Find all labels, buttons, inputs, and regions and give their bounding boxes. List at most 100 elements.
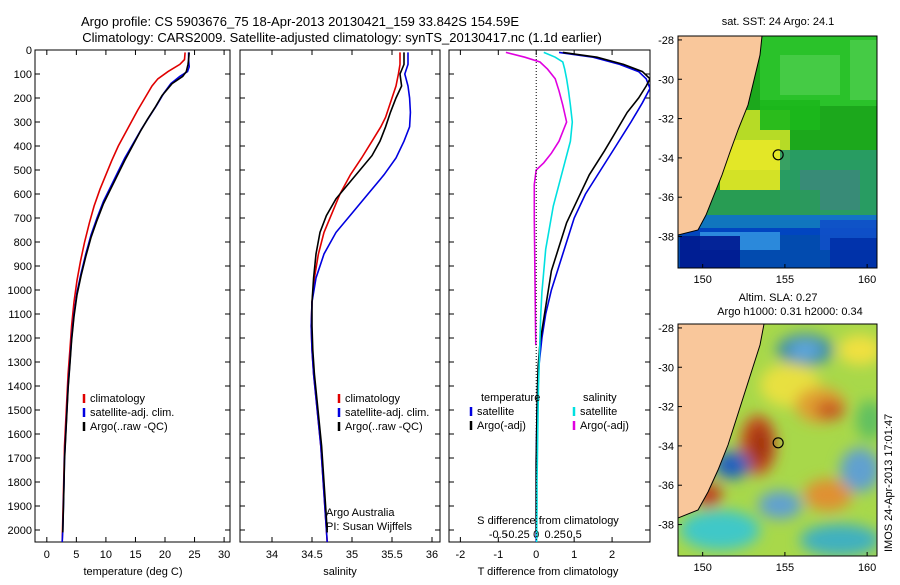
temperature-legend-label: climatology: [90, 393, 146, 405]
sla-map-land: [678, 324, 765, 519]
sst-map-lon-tick-label: 150: [693, 274, 711, 286]
s-difference-tick-label: -0.25: [505, 529, 530, 541]
s-difference-tick-label: 0.25: [544, 529, 565, 541]
sla-field-patch: [815, 400, 845, 420]
sst-map-image: [678, 36, 877, 268]
sla-map-title: Altim. SLA: 0.27: [739, 292, 818, 304]
sst-map-lat-tick-label: -30: [658, 74, 674, 86]
salinity-legend-label: satellite-adj. clim.: [345, 407, 429, 419]
salinity-plot-frame: [239, 49, 441, 543]
difference-series-3: [505, 51, 568, 346]
temperature-x-tick-label: 10: [100, 549, 112, 561]
depth-tick-label: 1400: [8, 381, 32, 393]
sst-field-patch: [760, 100, 820, 130]
difference-legend-label: Argo(-adj): [477, 420, 526, 432]
depth-tick-label: 200: [14, 93, 32, 105]
depth-tick-label: 400: [14, 141, 32, 153]
temperature-axes: 0 5 10 15 20 25 300100200300400500600700800900…: [8, 45, 231, 561]
sla-field-patch: [789, 341, 821, 359]
depth-tick-label: 1800: [8, 477, 32, 489]
depth-tick-label: 500: [14, 165, 32, 177]
salinity-series-2: [311, 52, 405, 533]
temperature-legend-label: Argo(..raw -QC): [90, 421, 168, 433]
salinity-panel: 34 34.5 35 35.5 36 climatology satellite-adj.…: [239, 49, 441, 578]
salinity-x-tick-label: 36: [426, 549, 438, 561]
salinity-x-tick-label: 34.5: [301, 549, 322, 561]
imos-timestamp-watermark: IMOS 24-Apr-2013 17:01:47: [883, 414, 895, 552]
argo-australia-credit: Argo Australia: [326, 507, 395, 519]
temperature-x-tick-label: 15: [129, 549, 141, 561]
sla-field-patch: [838, 335, 877, 365]
depth-tick-label: 1500: [8, 405, 32, 417]
salinity-x-axis-label: salinity: [323, 566, 357, 578]
difference-series-2: [535, 51, 574, 542]
sla-map-panel: Altim. SLA: 0.27 Argo h1000: 0.31 h2000:…: [658, 292, 878, 574]
sla-map-lon-tick-label: 155: [776, 562, 794, 574]
sla-map-lon-tick-label: 160: [858, 562, 876, 574]
depth-tick-label: 800: [14, 237, 32, 249]
difference-x-tick-label: 1: [571, 549, 577, 561]
depth-tick-label: 600: [14, 189, 32, 201]
depth-tick-label: 700: [14, 213, 32, 225]
depth-tick-label: 0: [26, 45, 32, 57]
sla-field-patch: [856, 400, 877, 440]
depth-tick-label: 1600: [8, 429, 32, 441]
temperature-x-tick-label: 5: [73, 549, 79, 561]
depth-tick-label: 2000: [8, 525, 32, 537]
salinity-axes: 34 34.5 35 35.5 36: [240, 49, 440, 561]
difference-series: [505, 50, 650, 542]
difference-x-tick-label: -1: [493, 549, 503, 561]
temperature-x-tick-label: 0: [44, 549, 50, 561]
temperature-plot-frame: [34, 49, 231, 543]
sla-field-patch: [758, 491, 802, 519]
depth-tick-label: 1000: [8, 285, 32, 297]
pi-credit: PI: Susan Wijffels: [326, 521, 412, 533]
difference-legend-label: satellite: [580, 406, 617, 418]
sst-map-panel: sat. SST: 24 Argo: 24.1 150 155 160 -28 -30 -…: [658, 16, 878, 286]
sst-map-lat-tick-label: -38: [658, 232, 674, 244]
s-difference-tick-label: 0.5: [567, 529, 582, 541]
temperature-x-tick-label: 20: [159, 549, 171, 561]
salinity-x-tick-label: 35: [346, 549, 358, 561]
sla-map-lon-tick-label: 150: [693, 562, 711, 574]
difference-panel: -2 -1 0 1 2-0.5-0.25 0 0.25 0.5 temperature sali…: [448, 49, 651, 578]
sst-map-land: [678, 36, 763, 236]
figure-title-line-2: Climatology: CARS2009. Satellite-adjuste…: [82, 30, 602, 45]
sla-field-patch: [750, 425, 770, 465]
sst-field-patch: [780, 55, 840, 95]
salinity-legend-label: Argo(..raw -QC): [345, 421, 423, 433]
depth-tick-label: 900: [14, 261, 32, 273]
temperature-legend: climatology satellite-adj. clim. Argo(..ra…: [82, 393, 174, 433]
salinity-x-tick-label: 34: [266, 549, 278, 561]
temperature-x-axis-label: temperature (deg C): [83, 566, 182, 578]
s-difference-top-axis-label: S difference from climatology: [477, 515, 619, 527]
sst-map-lat-tick-label: -34: [658, 153, 674, 165]
difference-legend-label: Argo(-adj): [580, 420, 629, 432]
sla-map-image: [678, 324, 877, 556]
temperature-series: [61, 52, 191, 542]
difference-legend: temperature salinity satellite Argo(-adj) sa…: [469, 392, 629, 432]
difference-x-tick-label: 0: [533, 549, 539, 561]
legend-title-salinity: salinity: [583, 392, 617, 404]
sst-field-patch: [680, 236, 740, 268]
sst-map-argo-location-marker: [772, 149, 784, 161]
temperature-x-tick-label: 30: [218, 549, 230, 561]
sst-field-patch: [850, 40, 877, 100]
temperature-series-2: [62, 52, 190, 533]
sla-map-lat-tick-label: -28: [658, 323, 674, 335]
difference-x-tick-label: 2: [609, 549, 615, 561]
sst-map-lon-tick-label: 160: [858, 274, 876, 286]
temperature-x-tick-label: 25: [188, 549, 200, 561]
sla-map-lat-tick-label: -38: [658, 520, 674, 532]
legend-title-temperature: temperature: [481, 392, 540, 404]
sla-map-lat-tick-label: -32: [658, 402, 674, 414]
sst-map-lat-tick-label: -36: [658, 192, 674, 204]
sla-field-patch: [840, 448, 877, 492]
sla-field-patch: [800, 524, 877, 556]
depth-tick-label: 1700: [8, 453, 32, 465]
salinity-x-tick-label: 35.5: [381, 549, 402, 561]
sla-map-lat-tick-label: -30: [658, 362, 674, 374]
sst-map-lat-tick-label: -28: [658, 35, 674, 47]
